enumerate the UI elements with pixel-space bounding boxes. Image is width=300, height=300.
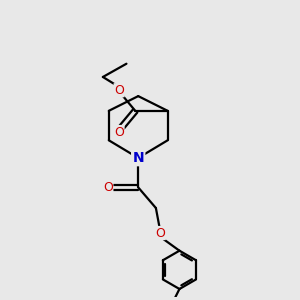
Text: O: O: [114, 125, 124, 139]
Text: O: O: [114, 84, 124, 97]
Text: O: O: [155, 226, 165, 239]
Text: O: O: [103, 181, 113, 194]
Text: N: N: [132, 151, 144, 165]
